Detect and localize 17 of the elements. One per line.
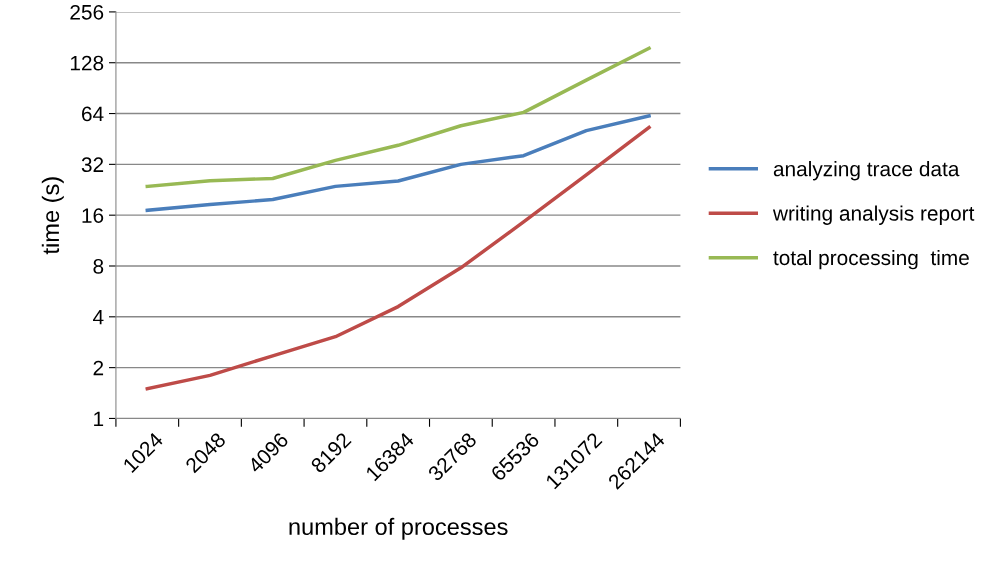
y-axis-title: time (s) [41,177,64,255]
y-tick-label: 1 [94,411,104,426]
line-series [145,114,651,213]
y-tick-label: 128 [70,55,104,71]
y-tick-label: 2 [93,360,104,376]
legend-label: analyzing trace data [773,161,960,181]
y-tick-label: 32 [81,157,104,173]
y-tick-label: 4 [93,310,104,325]
y-tick-label: 8 [93,259,104,274]
line-series [145,125,651,391]
y-tick-label: 64 [82,106,104,122]
y-tick-label: 16 [82,208,104,223]
x-axis-title: number of processes [289,517,508,540]
legend-label: total processing time [773,249,969,270]
y-tick-label: 256 [70,4,104,20]
line-series [145,46,651,189]
legend-label: writing analysis report [772,205,975,225]
